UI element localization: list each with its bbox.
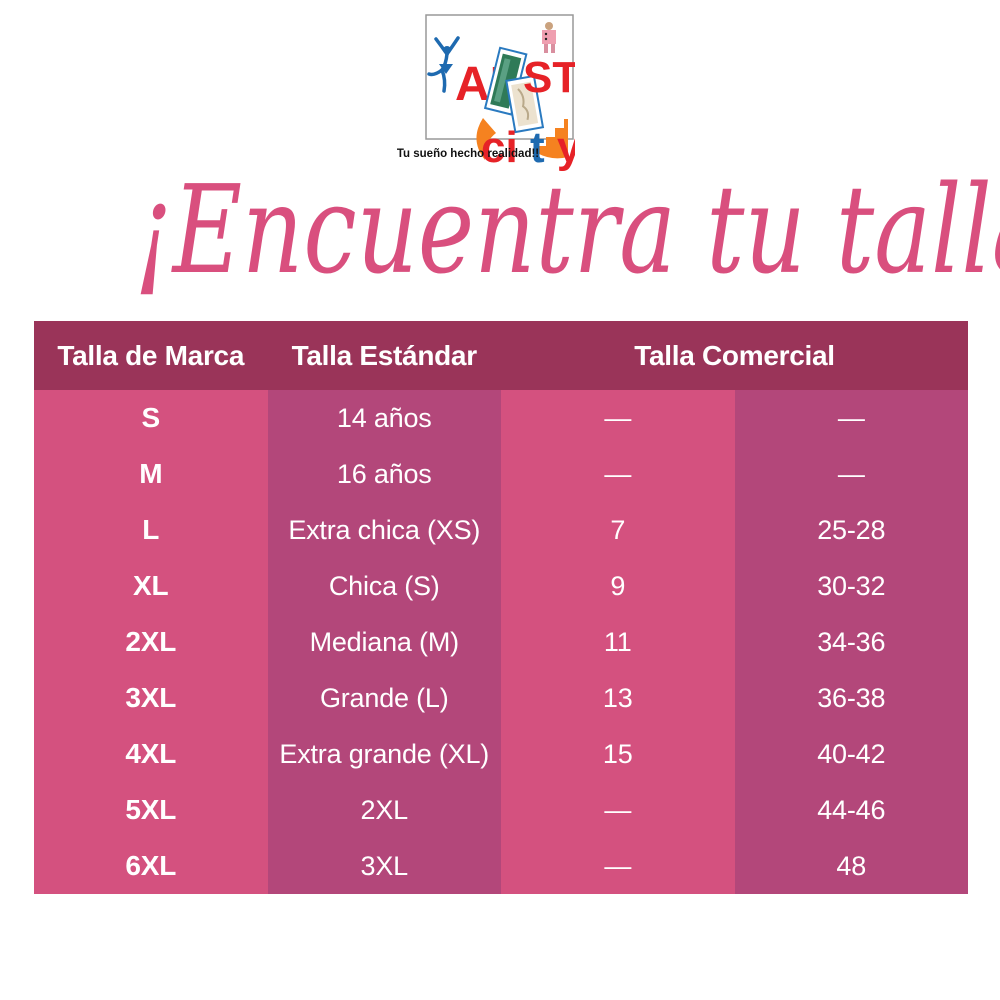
table-cell: 13 bbox=[501, 670, 735, 726]
table-row: L Extra chica (XS) 7 25-28 bbox=[34, 502, 968, 558]
table-cell: 9 bbox=[501, 558, 735, 614]
brand-tagline: Tu sueño hecho realidad!! bbox=[396, 148, 540, 160]
table-cell: XL bbox=[34, 558, 268, 614]
table-cell: 15 bbox=[501, 726, 735, 782]
table-cell: — bbox=[734, 390, 968, 446]
table-row: 2XL Mediana (M) 11 34-36 bbox=[34, 614, 968, 670]
table-cell: — bbox=[501, 782, 735, 838]
table-row: 4XL Extra grande (XL) 15 40-42 bbox=[34, 726, 968, 782]
table-cell: 34-36 bbox=[734, 614, 968, 670]
table-cell: 11 bbox=[501, 614, 735, 670]
table-cell: 3XL bbox=[34, 670, 268, 726]
table-cell: S bbox=[34, 390, 268, 446]
table-cell: 2XL bbox=[34, 614, 268, 670]
size-table: Talla de Marca Talla Estándar Talla Come… bbox=[34, 321, 968, 894]
table-cell: 48 bbox=[734, 838, 968, 894]
table-cell: — bbox=[501, 446, 735, 502]
table-cell: Chica (S) bbox=[267, 558, 501, 614]
brand-letters-st: ST bbox=[523, 53, 575, 102]
swoosh-right-icon bbox=[537, 119, 568, 159]
table-row: S 14 años — — bbox=[34, 390, 968, 446]
size-table-body: S 14 años — — M 16 años — — L Extra chica (XS) 7 25… bbox=[34, 390, 968, 894]
table-cell: 16 años bbox=[267, 446, 501, 502]
table-cell: 6XL bbox=[34, 838, 268, 894]
table-cell: 40-42 bbox=[734, 726, 968, 782]
table-cell: L bbox=[34, 502, 268, 558]
table-cell: 25-28 bbox=[734, 502, 968, 558]
art-tile-sketch-icon bbox=[505, 74, 545, 134]
header-talla-comercial: Talla Comercial bbox=[634, 339, 835, 371]
table-row: 5XL 2XL —44-46 bbox=[34, 782, 968, 838]
table-cell: 44-46 bbox=[734, 782, 968, 838]
table-cell: 4XL bbox=[34, 726, 268, 782]
table-cell: — bbox=[734, 446, 968, 502]
brand-logo: AR ST bbox=[425, 14, 582, 172]
header-talla-de-marca: Talla de Marca bbox=[57, 339, 245, 371]
table-cell: 3XL bbox=[267, 838, 501, 894]
page-title-text: ¡Encuentra tu talla! bbox=[134, 159, 1000, 301]
page-title: ¡Encuentra tu talla! bbox=[0, 159, 1000, 301]
table-cell: 7 bbox=[501, 502, 735, 558]
table-row: 3XL Grande (L) 13 36-38 bbox=[34, 670, 968, 726]
table-cell: — bbox=[501, 390, 735, 446]
table-row: 6XL 3XL —48 bbox=[34, 838, 968, 894]
table-cell: 36-38 bbox=[734, 670, 968, 726]
table-cell: Mediana (M) bbox=[267, 614, 501, 670]
mannequin-icon bbox=[542, 22, 556, 53]
size-table-header: Talla de Marca Talla Estándar Talla Come… bbox=[34, 321, 968, 390]
table-row: M 16 años — — bbox=[34, 446, 968, 502]
dancer-icon bbox=[427, 36, 460, 93]
table-cell: 30-32 bbox=[734, 558, 968, 614]
brand-logo-graphic: AR ST bbox=[425, 14, 582, 172]
table-cell: Grande (L) bbox=[267, 670, 501, 726]
table-cell: 5XL bbox=[34, 782, 268, 838]
table-cell: 14 años bbox=[267, 390, 501, 446]
table-cell: 2XL bbox=[267, 782, 501, 838]
table-cell: Extra grande (XL) bbox=[267, 726, 501, 782]
table-cell: M bbox=[34, 446, 268, 502]
table-cell: — bbox=[501, 838, 735, 894]
swoosh-left-icon bbox=[476, 118, 496, 160]
header-talla-estandar: Talla Estándar bbox=[291, 339, 477, 371]
table-cell: Extra chica (XS) bbox=[267, 502, 501, 558]
table-row: XL Chica (S) 9 30-32 bbox=[34, 558, 968, 614]
